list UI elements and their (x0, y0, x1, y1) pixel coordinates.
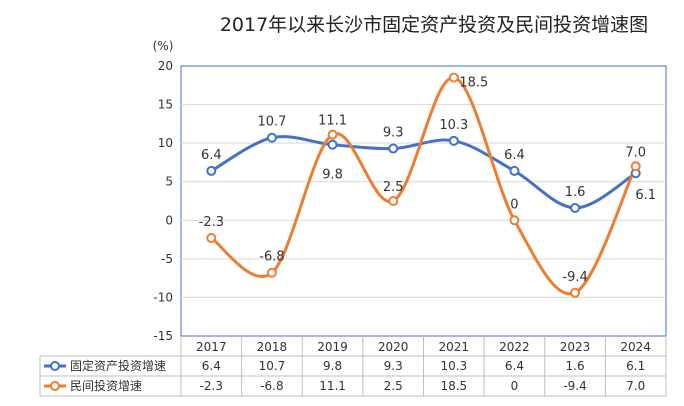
x-tick-label: 2020 (378, 340, 409, 354)
table-cell: 0 (511, 379, 519, 393)
series-points (206, 72, 641, 298)
y-tick-label: 10 (158, 136, 173, 150)
data-label: 10.3 (439, 118, 468, 133)
data-label: 7.0 (625, 145, 646, 160)
table-cell: -9.4 (563, 379, 586, 393)
data-label: 11.1 (318, 114, 347, 129)
x-tick-label: 2019 (317, 340, 348, 354)
chart-title: 2017年以来长沙市固定资产投资及民间投资增速图 (220, 14, 648, 36)
data-point (206, 165, 217, 176)
data-label: 2.5 (383, 180, 404, 195)
y-tick-label: 15 (158, 98, 173, 112)
y-tick-label: -10 (153, 290, 173, 304)
table-cell: 9.3 (384, 359, 403, 373)
table-cell: 10.3 (440, 359, 467, 373)
table-cell: -2.3 (200, 379, 223, 393)
data-label: 0 (510, 197, 518, 212)
data-label: 10.7 (257, 115, 286, 130)
legend-label: 固定资产投资增速 (70, 358, 166, 373)
table-cell: 9.8 (323, 359, 342, 373)
legend-marker (50, 381, 60, 391)
data-point (266, 267, 277, 278)
data-label: 18.5 (459, 76, 488, 91)
data-label: -2.3 (199, 215, 224, 230)
table-cell: 6.4 (505, 359, 524, 373)
data-point (206, 233, 217, 244)
data-point (509, 165, 520, 176)
data-label: 6.4 (201, 148, 222, 163)
data-point (630, 161, 641, 172)
x-tick-label: 2023 (560, 340, 591, 354)
data-point (570, 202, 581, 213)
data-point (570, 287, 581, 298)
legend-label: 民间投资增速 (70, 378, 142, 393)
legend-marker (50, 361, 60, 371)
data-point (509, 215, 520, 226)
data-label: 6.4 (504, 148, 525, 163)
y-axis-label: (%) (153, 39, 174, 53)
y-tick-label: 20 (158, 59, 173, 73)
data-point (388, 196, 399, 206)
y-tick-label: 0 (165, 213, 173, 227)
table-cell: -6.8 (260, 379, 283, 393)
table-cell: 11.1 (319, 379, 346, 393)
table-cell: 1.6 (566, 359, 585, 373)
table-cell: 6.4 (202, 359, 221, 373)
y-tick-labels: 20 15 10 5 0 -5 -10 -15 (153, 59, 173, 343)
x-tick-label: 2022 (499, 340, 530, 354)
data-point (327, 129, 338, 140)
data-point (266, 132, 277, 143)
data-table: 2017 2018 2019 2020 2021 2022 2023 2024 固定资产投资增速… (39, 336, 667, 397)
data-label: 6.1 (635, 188, 656, 203)
table-cell: 18.5 (440, 379, 467, 393)
data-label: 9.3 (383, 126, 404, 141)
data-label: -6.8 (259, 250, 284, 265)
plot-area-border (180, 65, 667, 337)
data-point (327, 139, 338, 150)
grid (180, 65, 667, 337)
data-point (448, 135, 459, 146)
x-tick-label: 2017 (196, 340, 227, 354)
table-cell: 10.7 (259, 359, 286, 373)
x-tick-label: 2018 (257, 340, 288, 354)
data-labels: 6.4 10.7 9.8 9.3 10.3 6.4 1.6 6.1 -2.3 -6.8 11.1 2.… (199, 76, 656, 285)
table-cell: 2.5 (384, 379, 403, 393)
data-label: -9.4 (562, 270, 587, 285)
table-cell: 6.1 (626, 359, 645, 373)
data-point (388, 143, 399, 154)
y-tick-label: -15 (153, 329, 173, 343)
data-point (448, 72, 459, 83)
x-tick-label: 2021 (439, 340, 470, 354)
y-tick-label: -5 (161, 252, 173, 266)
y-tick-label: 5 (165, 175, 173, 189)
data-label: 1.6 (565, 185, 586, 200)
x-tick-label: 2024 (620, 340, 651, 354)
table-cell: 7.0 (626, 379, 645, 393)
data-label: 9.8 (322, 168, 343, 183)
